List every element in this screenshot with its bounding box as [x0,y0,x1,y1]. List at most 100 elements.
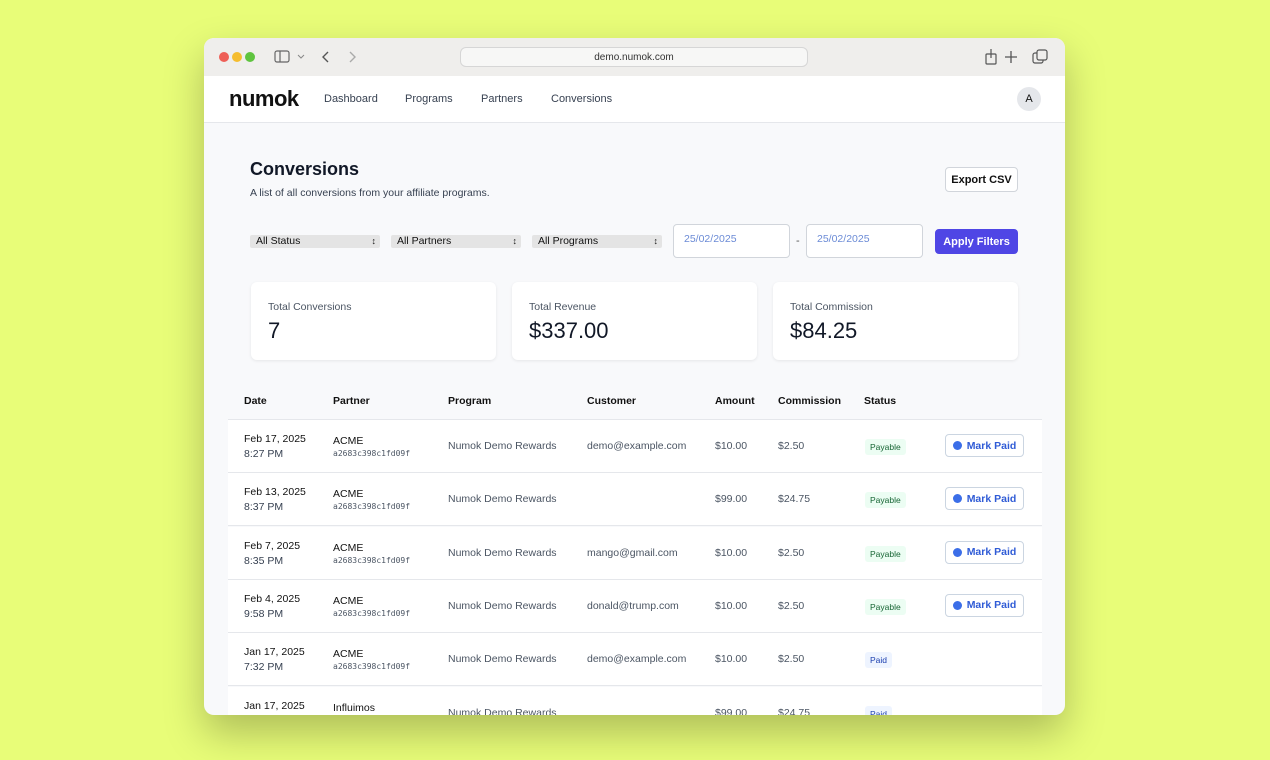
stat-card: Total Conversions 7 [251,282,496,360]
table-row: Feb 7, 2025 8:35 PM ACME a2683c398c1fd09f Nu… [228,526,1042,580]
status-badge: Paid [865,705,893,715]
table-row: Feb 4, 2025 9:58 PM ACME a2683c398c1fd09f Nu… [228,579,1042,633]
date: Feb 13, 2025 [244,486,306,499]
mark-paid-button[interactable]: Mark Paid [945,593,1024,617]
date: Jan 17, 2025 [244,699,305,712]
avatar[interactable]: A [1017,87,1041,111]
partner-name: ACME [333,435,364,447]
column-header: Amount [715,395,755,407]
filter-select[interactable]: All Programs [532,235,662,248]
status-badge: Payable [865,598,906,615]
time: 8:37 PM [244,501,284,514]
column-header: Status [864,395,897,407]
time: 8:27 PM [244,448,284,460]
date-to[interactable]: 25/02/2025 [806,224,923,258]
date-separator: - [796,235,800,247]
page-title: Conversions [250,159,360,179]
commission: $2.50 [778,546,805,559]
status-badge: Payable [865,439,906,455]
amount: $99.00 [715,493,748,506]
column-header: Partner [333,395,370,407]
export-button[interactable]: Export CSV [945,167,1018,192]
partner-name: Influimos [333,701,376,714]
date: Feb 17, 2025 [244,433,306,445]
title-bar: demo.numok.com [204,38,1065,77]
partner-name: ACME [333,541,364,554]
partner-name: ACME [333,648,364,661]
partner-name: ACME [333,594,364,607]
partner-name: ACME [333,488,364,501]
commission: $24.75 [778,493,811,506]
partner-id: a2683c398c1fd09f [333,608,411,618]
time: 9:58 PM [244,607,284,620]
nav-link[interactable]: Conversions [551,93,613,105]
commission: $2.50 [778,440,805,452]
table-row: Feb 17, 2025 8:27 PM ACME a2683c398c1fd09f N… [228,420,1042,473]
nav-link[interactable]: Programs [405,93,453,105]
program: Numok Demo Rewards [448,599,557,612]
amount: $10.00 [715,599,748,612]
column-header: Customer [587,395,637,407]
close-button[interactable] [219,52,229,62]
commission: $2.50 [778,599,805,612]
amount: $10.00 [715,440,748,452]
partner-id: a2683c398c1fd09f [333,555,411,565]
program: Numok Demo Rewards [448,546,557,559]
customer: mango@gmail.com [587,546,678,559]
address-bar[interactable]: demo.numok.com [460,47,808,67]
partner-id: a2683c398c1fd09f [333,449,411,458]
status-badge: Payable [865,545,906,562]
customer: demo@example.com [587,653,687,666]
logo[interactable]: numok [229,86,299,111]
date: Feb 7, 2025 [244,539,301,552]
mark-paid-button[interactable]: Mark Paid [945,540,1024,564]
program: Numok Demo Rewards [448,493,557,506]
toolbar-icons [274,50,356,63]
status-badge: Paid [865,652,893,669]
column-header: Program [448,395,492,407]
table-row: Feb 13, 2025 8:37 PM ACME a2683c398c1fd09f N… [228,473,1042,527]
date: Feb 4, 2025 [244,592,301,605]
table-row: Jan 17, 2025 7:32 PM ACME a2683c398c1fd09f N… [228,633,1042,687]
date-from[interactable]: 25/02/2025 [673,224,790,258]
program: Numok Demo Rewards [448,653,557,666]
window-actions [985,49,1048,65]
page-subtitle: A list of all conversions from your affi… [250,187,490,199]
stat-value: 7 [268,318,281,343]
nav-link[interactable]: Partners [481,93,523,105]
partner-id: a2683c398c1fd09f [333,502,411,512]
customer: demo@example.com [587,440,687,452]
stat-value: $84.25 [790,318,858,343]
minimize-button[interactable] [232,52,242,62]
customer: donald@trump.com [587,599,679,612]
stat-card: Total Revenue $337.00 [512,282,757,360]
stat-label: Total Conversions [268,301,352,313]
partner-id: a2683c398c1fd09f [333,662,411,672]
time: 7:32 PM [244,661,284,674]
stat-label: Total Revenue [529,301,597,313]
filter-select[interactable]: All Status [250,235,380,248]
url-text: demo.numok.com [594,51,674,63]
app-nav: numok Dashboard Programs Partners Conversio… [204,76,1065,123]
header-divider [228,419,1042,420]
mark-paid-button[interactable]: Mark Paid [945,434,1024,457]
stat-value: $337.00 [529,318,609,343]
nav-link[interactable]: Dashboard [324,93,378,105]
amount: $10.00 [715,546,748,559]
program: Numok Demo Rewards [448,706,557,716]
stat-label: Total Commission [790,301,873,313]
amount: $10.00 [715,653,748,666]
status-badge: Payable [865,492,906,509]
table-row: Jan 17, 2025 Influimos Numok Demo Rewards $… [228,686,1042,716]
column-header: Date [244,395,267,407]
zoom-button[interactable] [245,52,255,62]
filter-select[interactable]: All Partners [391,235,521,248]
column-header: Commission [778,395,842,407]
commission: $24.75 [778,706,811,716]
apply-filters-button[interactable]: Apply Filters [935,229,1018,254]
amount: $99.00 [715,706,748,716]
date: Jan 17, 2025 [244,646,305,659]
browser-window: demo.numok.com numok Dashboard Programs Pa… [204,38,1065,715]
mark-paid-button[interactable]: Mark Paid [945,487,1024,511]
